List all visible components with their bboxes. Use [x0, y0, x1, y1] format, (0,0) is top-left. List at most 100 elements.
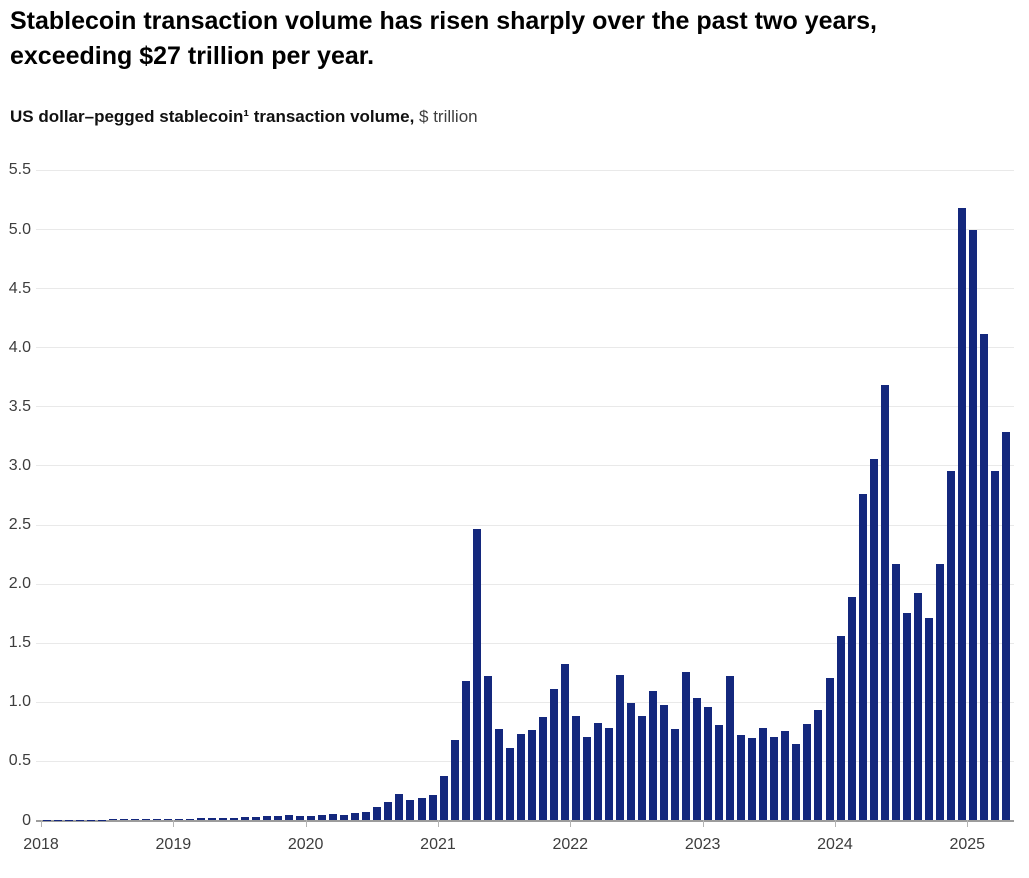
- bar: [219, 817, 228, 820]
- bar: [582, 737, 591, 820]
- bar: [748, 738, 757, 820]
- bar: [616, 674, 624, 820]
- bar: [682, 672, 691, 820]
- gridline: [36, 583, 1014, 585]
- bar: [549, 688, 558, 820]
- bar: [571, 715, 580, 820]
- bar: [527, 730, 536, 820]
- bar: [770, 737, 779, 820]
- bar: [649, 691, 658, 820]
- bar: [119, 819, 128, 820]
- bar: [604, 727, 613, 820]
- bar: [660, 705, 669, 820]
- x-axis-year-label: 2024: [817, 836, 853, 853]
- bar: [152, 819, 161, 820]
- bar: [946, 471, 955, 820]
- bar: [340, 814, 349, 820]
- bar: [715, 725, 724, 820]
- bar: [483, 675, 492, 820]
- bar: [704, 706, 713, 820]
- bar: [185, 818, 194, 820]
- x-axis-tick: [41, 820, 42, 827]
- y-axis-tick-label: 1.5: [8, 634, 31, 652]
- x-axis-tick: [305, 820, 307, 827]
- y-axis-tick-label: 0.5: [8, 752, 31, 770]
- bar: [351, 813, 360, 820]
- chart-subtitle: US dollar–pegged stablecoin¹ transaction…: [10, 107, 478, 127]
- gridline: [36, 524, 1014, 526]
- bar: [318, 815, 327, 820]
- bar: [847, 596, 856, 820]
- bar: [671, 728, 680, 820]
- gridline: [36, 347, 1014, 349]
- bar: [329, 814, 338, 820]
- bar: [208, 817, 216, 820]
- bar: [141, 819, 150, 820]
- x-axis-year-label: 2020: [287, 836, 324, 853]
- bar: [174, 818, 183, 820]
- bar: [196, 818, 205, 820]
- bar: [461, 680, 470, 820]
- y-axis-tick-label: 4.0: [8, 338, 31, 356]
- x-axis-year-label: 2021: [420, 836, 456, 853]
- bar: [759, 727, 768, 820]
- bar: [406, 799, 415, 820]
- chart-subtitle-unit: $ trillion: [414, 107, 478, 126]
- chart-subtitle-main: US dollar–pegged stablecoin¹ transaction…: [10, 107, 415, 126]
- gridline: [36, 642, 1014, 644]
- bar: [285, 815, 294, 820]
- bar: [274, 815, 283, 820]
- gridline: [36, 760, 1014, 762]
- x-axis-year-label: 2019: [155, 836, 192, 853]
- bar: [968, 230, 977, 820]
- y-axis-tick-label: 4.5: [8, 279, 31, 297]
- y-axis-tick-label: 1.0: [8, 693, 31, 711]
- bar: [450, 739, 459, 820]
- gridline: [36, 288, 1014, 290]
- x-axis-tick: [702, 820, 704, 827]
- bar: [505, 747, 514, 820]
- bar: [593, 723, 602, 820]
- bar: [880, 385, 889, 820]
- bar: [494, 728, 503, 820]
- bar: [726, 675, 735, 820]
- y-axis-tick-label: 2.0: [8, 575, 31, 593]
- y-axis-tick-label: 3.5: [8, 397, 31, 415]
- bar: [373, 806, 382, 820]
- x-axis-line: [36, 819, 1014, 822]
- bar: [913, 593, 922, 820]
- bar: [836, 635, 845, 820]
- x-axis-tick: [570, 820, 572, 827]
- y-axis-tick-label: 5.0: [8, 220, 31, 238]
- bar: [560, 663, 569, 820]
- bar: [263, 816, 272, 820]
- y-axis-tick-label: 3.0: [8, 456, 31, 474]
- bar: [990, 471, 999, 820]
- bar: [241, 817, 250, 820]
- bar: [858, 493, 867, 820]
- bar: [472, 529, 481, 820]
- bar: [516, 733, 525, 820]
- bar: [869, 459, 878, 820]
- chart-title: Stablecoin transaction volume has risen …: [10, 7, 877, 70]
- bar: [891, 563, 900, 820]
- bar: [417, 798, 426, 820]
- x-axis-year-label: 2025: [949, 836, 986, 853]
- bar: [538, 717, 547, 820]
- x-axis-year-label: 2023: [684, 836, 721, 853]
- bar: [1001, 432, 1010, 820]
- x-axis-tick: [173, 820, 175, 827]
- bar: [979, 334, 988, 820]
- gridline: [36, 465, 1014, 467]
- y-axis-tick-label: 2.5: [8, 516, 31, 533]
- bar: [825, 678, 834, 820]
- bar: [902, 613, 911, 820]
- x-axis-tick: [967, 820, 969, 827]
- bar: [924, 617, 933, 820]
- bar: [130, 819, 139, 820]
- x-axis-year-label: 2018: [23, 836, 59, 853]
- bar: [638, 715, 647, 820]
- bar: [296, 815, 305, 820]
- x-axis-tick: [437, 820, 439, 827]
